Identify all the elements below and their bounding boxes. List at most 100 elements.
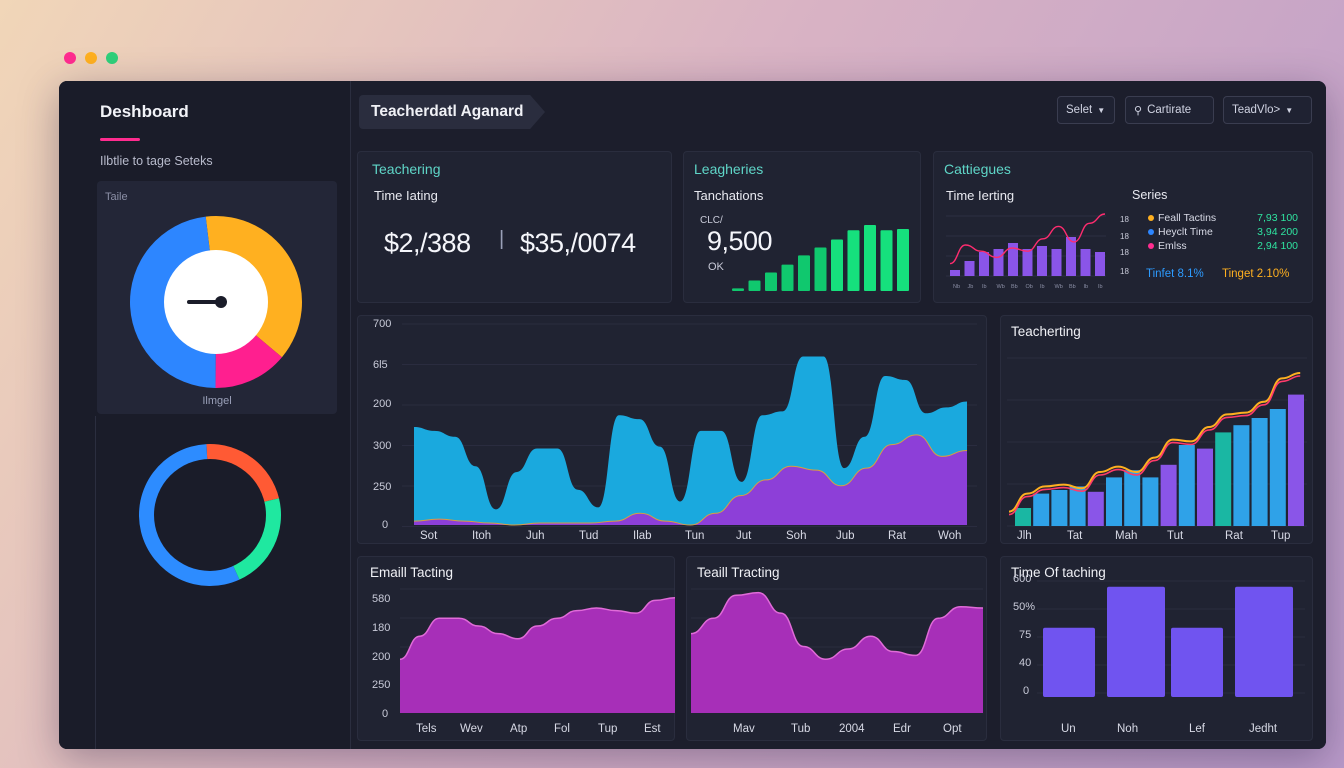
kpi-card-cattiegues[interactable]: Cattiegues Time Ierting Nb Jb Ib Wb Bb Ob Ib Wb… <box>933 151 1313 303</box>
sidebar-title: Deshboard <box>100 102 189 121</box>
y-tick-label: 580 <box>372 593 391 605</box>
legend-row: Feall Tactins 7,93 100 <box>1148 212 1298 224</box>
teach-bar <box>1197 448 1213 526</box>
teach-bar <box>1106 477 1122 526</box>
legend-dot <box>1148 229 1154 235</box>
legend-dot <box>1148 215 1154 221</box>
teacherting-chart-card[interactable]: Teacherting Jlh Tat Mah Tut Rat Tup <box>1000 315 1313 544</box>
teach-bar <box>1087 491 1104 526</box>
x-tick-label: Tup <box>1271 530 1291 542</box>
teach-line-b <box>1008 375 1301 516</box>
y-tick-label: 300 <box>373 440 392 452</box>
chart-title: Teacherting <box>1011 324 1081 339</box>
purple-line <box>413 434 968 526</box>
maximize-dot[interactable] <box>106 52 118 64</box>
teaill-area-chart <box>690 588 984 713</box>
kpi-separator: | <box>499 228 504 250</box>
x-tick-label: Fol <box>554 723 570 735</box>
kpi3-bar <box>1022 249 1033 276</box>
y-tick-label: 250 <box>372 679 391 691</box>
x-tick-label: Tub <box>791 723 811 735</box>
kpi3-bar <box>1080 249 1091 276</box>
y-tick-label: 18 <box>1120 267 1129 276</box>
y-tick-label: 0 <box>1023 685 1030 697</box>
y-tick-label: 200 <box>373 398 392 410</box>
teaill-line <box>690 591 984 660</box>
x-tick-label: Mav <box>733 723 755 735</box>
kpi-card-subheading: Time Ierting <box>946 188 1015 203</box>
legend-value: 3,94 200 <box>1257 226 1298 238</box>
kpi-bar-chart <box>732 225 909 291</box>
x-tick-label: Jlh <box>1017 530 1032 542</box>
kpi3-x-tick: Jb <box>968 284 974 290</box>
target-a: Tinfet 8.1% <box>1146 268 1204 280</box>
sidebar-divider <box>95 416 96 749</box>
kpi3-x-tick: Ib <box>1040 284 1045 290</box>
kpi3-x-tick: Bb <box>1069 284 1076 290</box>
ring-hole <box>154 459 266 571</box>
email-chart-card[interactable]: Emaill Tacting 580 180 200 250 0 Tels Wev Atp F… <box>357 556 676 741</box>
kpi3-line <box>949 213 1106 265</box>
teaill-chart-card[interactable]: Teaill Tracting Mav Tub 2004 Edr Opt <box>686 556 987 741</box>
gauge-card[interactable]: Taile Ilmgel <box>97 181 337 414</box>
kpi3-bar <box>979 252 989 276</box>
x-tick-label: Tun <box>685 530 705 542</box>
x-tick-label: Opt <box>943 723 962 735</box>
x-tick-label: Rat <box>888 530 906 542</box>
ring-chart <box>139 444 281 586</box>
x-tick-label: Tup <box>598 723 618 735</box>
x-tick-label: Jub <box>836 530 855 542</box>
legend-label: Heyclt Time <box>1158 226 1213 238</box>
sidebar-subtitle[interactable]: Ilbtlie to tage Seteks <box>100 154 213 168</box>
sidebar-accent-bar <box>100 138 140 141</box>
gauge-card-footer: Ilmgel <box>202 395 232 407</box>
cartirate-button[interactable]: ⚲ Cartirate <box>1125 96 1214 124</box>
kpi3-x-tick: Wb <box>997 284 1005 290</box>
teadvlo-button[interactable]: TeadVlo> ▼ <box>1223 96 1312 124</box>
teach-line-a <box>1008 372 1301 513</box>
y-tick-label: 0 <box>382 519 389 531</box>
kpi-card-leagheries[interactable]: Leagheries Tanchations CLC/ 9,500 OK <box>683 151 921 303</box>
x-tick-label: Soh <box>786 530 807 542</box>
gauge-needle-hub <box>215 296 227 308</box>
x-tick-label: Juh <box>526 530 545 542</box>
kpi3-x-tick: Ib <box>982 284 987 290</box>
kpi-bar <box>781 264 794 291</box>
kpi-value-b: $35,/0074 <box>520 228 636 258</box>
kpi-card-teachering[interactable]: Teachering Time Iating $2,/388 | $35,/00… <box>357 151 672 303</box>
chart-title: Teaill Tracting <box>697 565 780 580</box>
close-dot[interactable] <box>64 52 76 64</box>
select-button[interactable]: Selet ▼ <box>1057 96 1115 124</box>
x-tick-label: Jut <box>736 530 752 542</box>
link-icon: ⚲ <box>1134 104 1143 117</box>
kpi3-bar <box>1066 237 1076 276</box>
y-tick-label: 50% <box>1013 601 1036 613</box>
kpi3-bar <box>964 261 975 276</box>
kpi-bar <box>831 239 843 291</box>
y-tick-label: 18 <box>1120 215 1129 224</box>
x-tick-label: Tat <box>1067 530 1083 542</box>
time-chart-card[interactable]: Time Of taching 600 50% 75 40 0 Un Noh Lef Jedh… <box>1000 556 1313 741</box>
legend-label: Emlss <box>1158 240 1187 252</box>
kpi-value: 9,500 <box>707 226 773 256</box>
kpi-bar <box>814 247 827 291</box>
y-tick-label: 600 <box>1013 573 1032 585</box>
y-tick-label: 0 <box>382 708 389 720</box>
x-tick-label: Edr <box>893 723 911 735</box>
teach-bar <box>1033 493 1050 526</box>
kpi-card-heading: Cattiegues <box>944 161 1011 177</box>
chart-title: Emaill Tacting <box>370 565 454 580</box>
cartirate-button-label: Cartirate <box>1147 104 1192 116</box>
teach-bar <box>1015 508 1031 526</box>
time-bar <box>1235 586 1293 697</box>
main-area-chart-card[interactable]: 700 6l5 200 300 250 0 Sot Itoh Juh Tud Ilab Tun Jut… <box>357 315 987 544</box>
teach-bar <box>1269 409 1286 526</box>
y-tick-label: 200 <box>372 651 391 663</box>
kpi3-bar <box>993 249 1004 276</box>
time-bar <box>1171 627 1223 697</box>
minimize-dot[interactable] <box>85 52 97 64</box>
x-tick-label: 2004 <box>839 723 865 735</box>
teach-bar <box>1051 490 1068 526</box>
page-title-tab[interactable]: Teacherdatl Aganard <box>359 95 545 129</box>
legend-value: 7,93 100 <box>1257 212 1298 224</box>
